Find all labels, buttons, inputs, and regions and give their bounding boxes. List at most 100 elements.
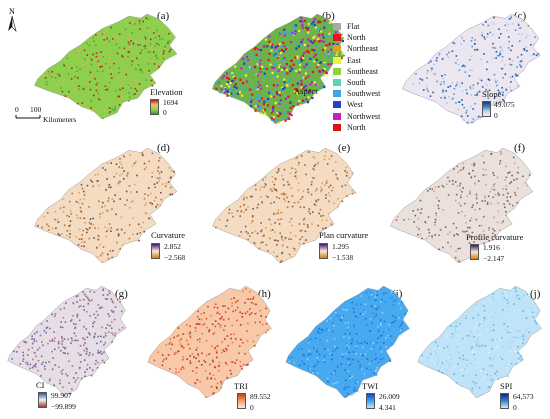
- scale-unit-label: Kilometers: [43, 115, 77, 124]
- legend-title-slope: Slope: [482, 89, 502, 99]
- aspect-swatch: [333, 56, 341, 64]
- legend-title-aspect: Aspect: [294, 86, 318, 96]
- aspect-label: North: [347, 122, 366, 132]
- aspect-swatch: [333, 34, 341, 42]
- region-outline: [212, 148, 356, 263]
- aspect-swatch: [333, 123, 341, 131]
- legend-min-ci: −99.899: [51, 402, 76, 411]
- legend-max-ci: 99.907: [51, 391, 72, 400]
- map-elevation: [34, 14, 178, 119]
- panel-letter-i: (i): [392, 288, 403, 300]
- raster-texture: [215, 150, 357, 263]
- legend-ramp-spi: [500, 393, 509, 409]
- aspect-label: North: [347, 33, 366, 43]
- legend-title-plan-curvature: Plan curvature: [319, 230, 369, 240]
- aspect-legend: Flat North Northeast East Southeast South Sout…: [333, 21, 380, 133]
- legend-title-elevation: Elevation: [150, 87, 183, 97]
- legend-ramp-elevation: [150, 99, 159, 115]
- region-outline: [7, 286, 127, 396]
- raster-texture: [153, 288, 269, 398]
- region-outline: [390, 148, 534, 263]
- legend-title-tri: TRI: [234, 381, 248, 391]
- legend-max-profile-curvature: 1.916: [483, 243, 500, 252]
- map-ci: [7, 286, 127, 396]
- map-slope: [402, 14, 541, 124]
- legend-max-curvature: 2.852: [164, 242, 181, 251]
- aspect-legend-item: North: [333, 32, 380, 43]
- raster-texture: [288, 291, 407, 398]
- panel-letter-d: (d): [157, 142, 170, 154]
- legend-max-twi: 26.009: [379, 392, 400, 401]
- legend-ramp-ci: [38, 392, 47, 408]
- aspect-swatch: [333, 23, 341, 31]
- aspect-swatch: [333, 112, 341, 120]
- legend-ramp-twi: [366, 393, 375, 409]
- raster-texture: [37, 152, 175, 263]
- aspect-legend-item: Flat: [333, 21, 380, 32]
- raster-texture: [42, 17, 175, 119]
- aspect-label: Southeast: [347, 66, 379, 76]
- aspect-legend-item: Southwest: [333, 88, 380, 99]
- legend-ramp-profile-curvature: [470, 244, 479, 260]
- aspect-label: South: [347, 78, 366, 88]
- north-arrow-icon: N: [5, 5, 19, 35]
- region-outline: [417, 286, 542, 398]
- scale-distance-label: 100: [30, 105, 42, 114]
- legend-title-ci: CI: [36, 380, 45, 390]
- aspect-label: East: [347, 55, 361, 65]
- aspect-swatch: [333, 101, 341, 109]
- legend-max-slope: 49.075: [494, 100, 515, 109]
- aspect-swatch: [333, 79, 341, 87]
- raster-texture: [420, 287, 539, 398]
- map-curvature: [34, 148, 178, 263]
- aspect-label: Flat: [347, 22, 360, 32]
- legend-max-tri: 89.552: [250, 392, 271, 401]
- legend-min-plan-curvature: −1.538: [332, 253, 354, 262]
- map-spi: [417, 286, 542, 398]
- legend-title-twi: TWI: [362, 381, 379, 391]
- map-plan-curvature: [212, 148, 357, 263]
- aspect-legend-item: West: [333, 99, 380, 110]
- panel-letter-f: (f): [514, 142, 525, 154]
- legend-min-profile-curvature: −2.147: [483, 254, 505, 263]
- aspect-legend-item: South: [333, 77, 380, 88]
- raster-texture: [11, 288, 124, 395]
- legend-min-elevation: 0: [163, 108, 167, 117]
- legend-min-twi: 4.341: [379, 403, 396, 412]
- legend-title-spi: SPI: [500, 381, 513, 391]
- raster-texture: [412, 16, 540, 124]
- legend-ramp-tri: [237, 393, 246, 409]
- aspect-legend-item: North: [333, 122, 380, 133]
- legend-max-spi: 64,573: [513, 392, 534, 401]
- legend-title-profile-curvature: Profile curvature: [466, 232, 524, 242]
- map-aspect: [211, 14, 346, 124]
- panel-letter-g: (g): [115, 288, 128, 300]
- legend-max-elevation: 1694: [163, 98, 178, 107]
- region-outline: [285, 286, 410, 398]
- map-tri: [147, 286, 272, 398]
- legend-min-slope: 0: [494, 111, 498, 120]
- panel-letter-j: (j): [530, 288, 541, 300]
- aspect-legend-item: Northwest: [333, 111, 380, 122]
- aspect-label: Southwest: [347, 89, 381, 99]
- scale-zero-label: 0: [15, 105, 19, 114]
- aspect-swatch: [333, 67, 341, 75]
- legend-min-spi: 0: [513, 403, 517, 412]
- aspect-legend-item: Southeast: [333, 66, 380, 77]
- legend-ramp-plan-curvature: [319, 243, 328, 259]
- aspect-label: Northeast: [347, 44, 379, 54]
- aspect-label: West: [347, 100, 363, 110]
- legend-ramp-curvature: [151, 243, 160, 259]
- north-arrow-label: N: [9, 7, 15, 16]
- panel-letter-e: (e): [338, 142, 351, 154]
- legend-ramp-slope: [482, 101, 491, 117]
- map-twi: [285, 286, 410, 398]
- aspect-label: Northwest: [347, 111, 381, 121]
- legend-max-plan-curvature: 1.295: [332, 242, 349, 251]
- panel-letter-h: (h): [258, 288, 271, 300]
- map-profile-curvature: [390, 148, 534, 263]
- panel-letter-a: (a): [157, 10, 170, 22]
- aspect-swatch: [333, 90, 341, 98]
- region-outline: [34, 14, 178, 119]
- legend-min-tri: 0: [250, 403, 254, 412]
